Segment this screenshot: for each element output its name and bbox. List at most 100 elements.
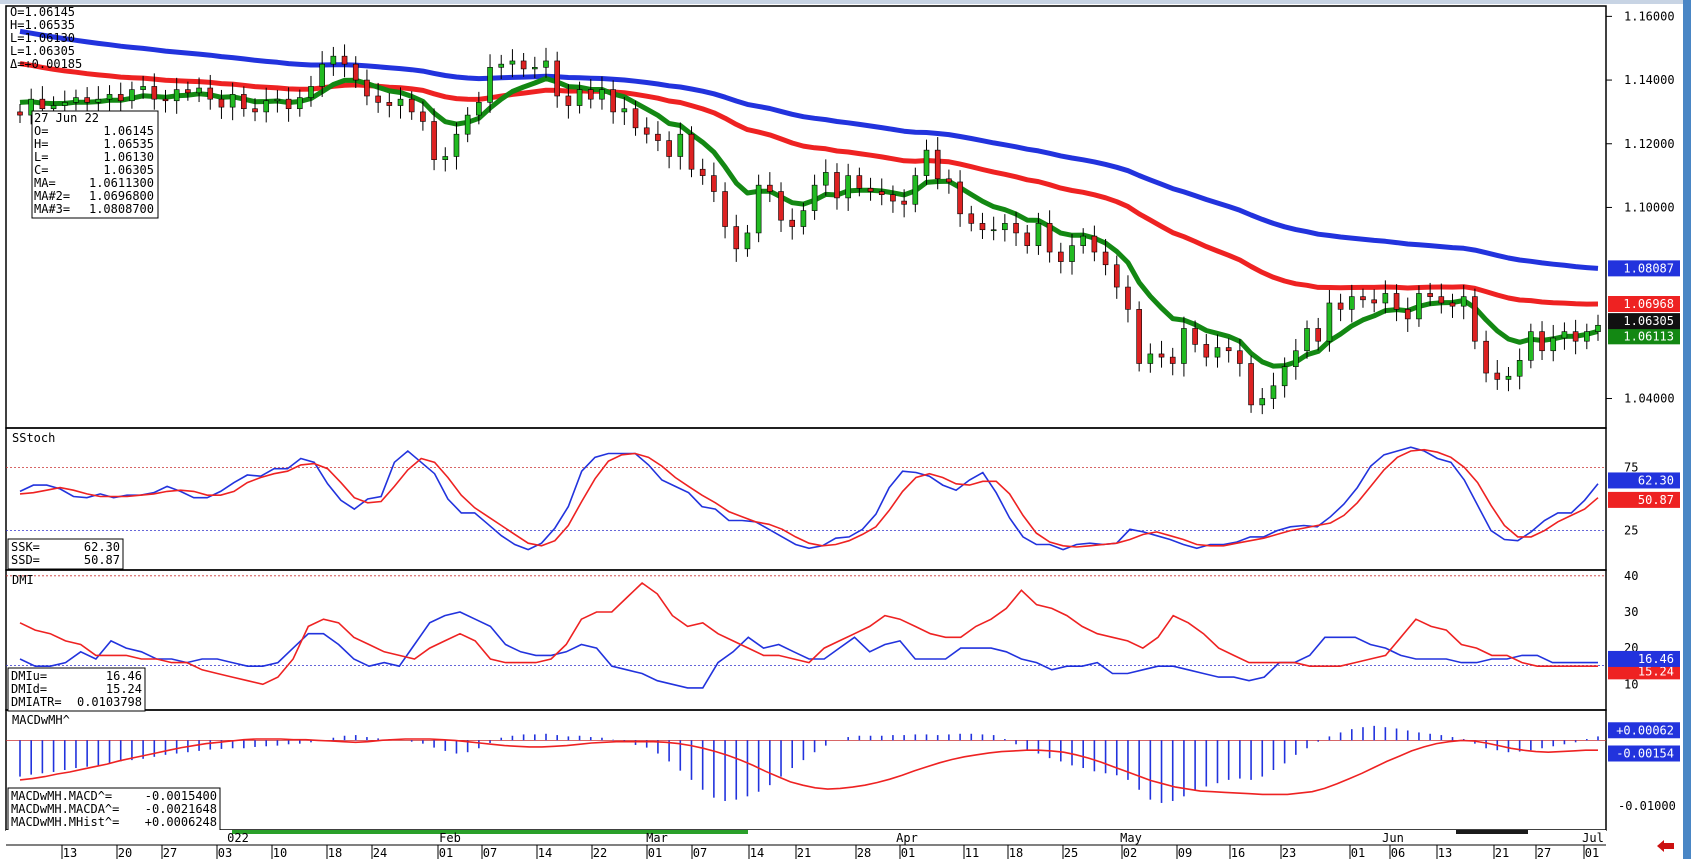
macd-readouts-value: -0.0021648 <box>145 802 217 816</box>
candle-down <box>1494 372 1501 380</box>
candle-down <box>39 98 46 110</box>
date-axis-range-marker <box>232 830 748 834</box>
data-window-value: 1.0696800 <box>89 189 154 203</box>
tag-ma2-bg <box>1608 296 1680 313</box>
stoch-readouts-value: 62.30 <box>84 540 120 554</box>
tag-close: 1.06305 <box>1623 314 1674 328</box>
candle-down <box>364 79 370 97</box>
candle-up <box>755 184 762 234</box>
stoch-axis-label: 75 <box>1624 460 1638 474</box>
tag-ma2: 1.06968 <box>1623 297 1674 311</box>
data-window-date: 27 Jun 22 <box>34 111 99 125</box>
ohlc-header: O=1.06145 H=1.06535 L=1.06130 L=1.06305 … <box>10 5 82 71</box>
scroll-right-arrow-icon[interactable] <box>1657 840 1674 852</box>
dmi-dmid-line <box>19 581 1598 686</box>
candle-down <box>789 219 796 227</box>
dmi-readouts: DMIu= 16.46 DMId= 15.24 DMIATR= 0.0103798 <box>7 667 146 712</box>
candle-down <box>867 188 874 192</box>
candle-up <box>677 133 684 157</box>
candle-up <box>263 100 270 113</box>
candle-up <box>1595 324 1601 332</box>
candle-down <box>1393 293 1400 310</box>
candle-down <box>207 87 214 100</box>
candle-up <box>50 105 57 110</box>
candle-down <box>1091 235 1098 253</box>
date-axis-day-label: 14 <box>750 846 764 859</box>
date-axis-day-label: 10 <box>273 846 287 859</box>
candle-down <box>890 194 896 202</box>
tag-mhist-bg <box>1608 722 1680 739</box>
candle-up <box>1270 385 1277 399</box>
macd-readouts: MACDwMH.MACD^= -0.0015400 MACDwMH.MACDA^= -… <box>7 787 221 832</box>
candle-up <box>173 89 180 102</box>
tag-close-bg <box>1608 313 1680 330</box>
candle-up <box>498 63 505 68</box>
candle-up <box>308 86 314 98</box>
candle-down <box>1024 232 1031 246</box>
dmi-readouts-frame <box>7 667 146 712</box>
price-panel <box>17 28 1601 415</box>
candle-up <box>509 60 516 65</box>
macd-readouts-label: MACDwMH.MHist^= <box>11 815 119 829</box>
window-top-border <box>0 0 1691 4</box>
candle-up <box>1550 337 1557 352</box>
date-axis-month-label: Jul <box>1582 831 1604 845</box>
date-axis-day-label: 18 <box>328 846 342 859</box>
candle-down <box>957 181 963 215</box>
ma3-line <box>19 28 1599 271</box>
date-axis-month-label: 022 <box>227 831 249 845</box>
date-axis-day-label: 11 <box>965 846 979 859</box>
candle-down <box>643 127 650 135</box>
candle-up <box>1516 360 1523 377</box>
candle-down <box>1169 356 1176 364</box>
candle-down <box>856 175 863 189</box>
candle-down <box>1483 340 1489 374</box>
candle-up <box>599 89 605 100</box>
header-low: L=1.06130 <box>10 31 75 45</box>
dmi-axis-label: 30 <box>1624 605 1638 619</box>
candle-down <box>1225 347 1232 352</box>
candle-down <box>84 97 90 103</box>
price-axis-label: 1.12000 <box>1624 137 1675 151</box>
candle-down <box>778 191 784 221</box>
candle-up <box>397 98 404 106</box>
dmi-axis-label: 40 <box>1624 569 1638 583</box>
candle-up <box>95 98 102 103</box>
date-axis-day-label: 01 <box>648 846 662 859</box>
stoch-panel <box>6 446 1606 551</box>
tag-dmiu-bg <box>1608 650 1680 667</box>
candle-down <box>1539 331 1545 352</box>
dmi-panel <box>6 575 1606 689</box>
candle-down <box>979 223 986 231</box>
candle-up <box>1281 366 1288 387</box>
candle-down <box>565 95 572 106</box>
candle-down <box>17 111 23 116</box>
candle-up <box>576 89 583 106</box>
candle-down <box>711 175 717 192</box>
stoch-axis-label: 25 <box>1624 524 1638 538</box>
date-axis-day-label: 09 <box>1178 846 1192 859</box>
price-axis-label: 1.14000 <box>1624 73 1675 87</box>
candle-down <box>218 98 225 108</box>
date-axis-day-label: 25 <box>1064 846 1078 859</box>
data-window-label: C= <box>34 163 48 177</box>
candle-down <box>151 86 158 100</box>
window-right-bar <box>1683 0 1691 859</box>
candle-down <box>1315 328 1322 342</box>
tag-macd-bg <box>1608 745 1680 762</box>
data-window[interactable]: 27 Jun 22 O= 1.06145 H= 1.06535 L= 1.06130 C= 1… <box>31 110 159 219</box>
candle-up <box>229 94 236 108</box>
candle-up <box>1035 223 1042 246</box>
candle-up <box>129 89 135 102</box>
candle-down <box>285 98 292 110</box>
dmi-readouts-value: 0.0103798 <box>77 695 142 709</box>
data-window-rows: O= 1.06145 H= 1.06535 L= 1.06130 C= 1.06305 MA= 1… <box>34 124 154 216</box>
tag-mhist: +0.00062 <box>1616 723 1674 737</box>
date-axis-day-label: 16 <box>1231 846 1245 859</box>
date-axis-month-label: Jun <box>1382 831 1404 845</box>
candle-up <box>1259 398 1266 406</box>
candle-down <box>408 98 415 113</box>
candle-down <box>1337 302 1344 310</box>
stoch-readouts-label: SSD= <box>11 553 40 567</box>
